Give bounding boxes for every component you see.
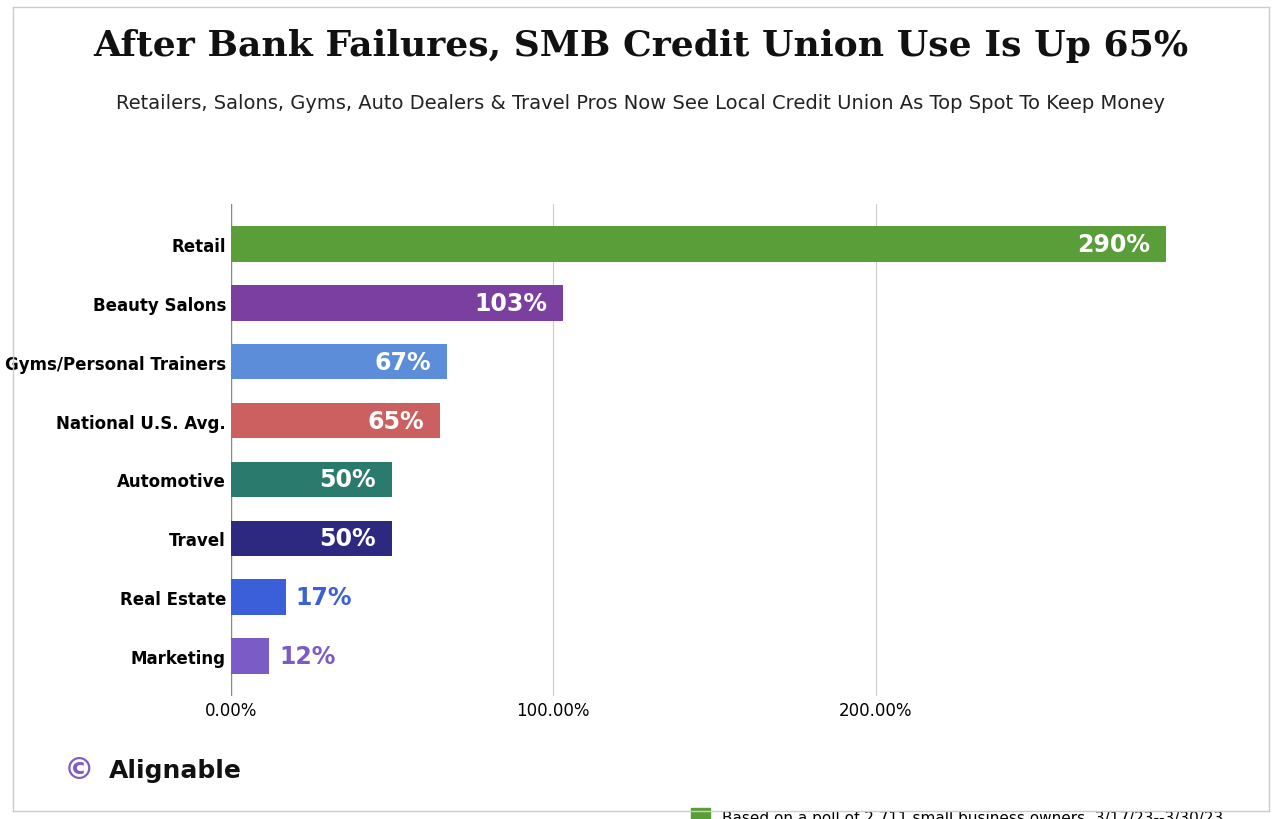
Text: Retailers, Salons, Gyms, Auto Dealers & Travel Pros Now See Local Credit Union A: Retailers, Salons, Gyms, Auto Dealers & … (117, 94, 1165, 113)
Bar (231, 227, 1167, 262)
Text: 65%: 65% (368, 409, 424, 433)
Bar (231, 639, 269, 674)
Bar (231, 521, 392, 556)
Bar (231, 345, 447, 380)
Legend: Based on a poll of 2,711 small business owners, 3/17/23--3/30/23: Based on a poll of 2,711 small business … (691, 808, 1223, 819)
Bar (231, 286, 563, 321)
Text: 103%: 103% (474, 292, 547, 315)
Text: 17%: 17% (295, 586, 351, 609)
Bar (231, 462, 392, 497)
Bar (231, 404, 441, 439)
Text: 12%: 12% (279, 645, 336, 668)
Text: 50%: 50% (319, 468, 376, 492)
Text: 290%: 290% (1077, 233, 1150, 256)
Text: 67%: 67% (374, 351, 431, 374)
Text: ©: © (64, 755, 95, 785)
Bar (231, 580, 286, 615)
Text: After Bank Failures, SMB Credit Union Use Is Up 65%: After Bank Failures, SMB Credit Union Us… (94, 29, 1188, 62)
Text: Alignable: Alignable (109, 758, 242, 782)
Text: 50%: 50% (319, 527, 376, 550)
